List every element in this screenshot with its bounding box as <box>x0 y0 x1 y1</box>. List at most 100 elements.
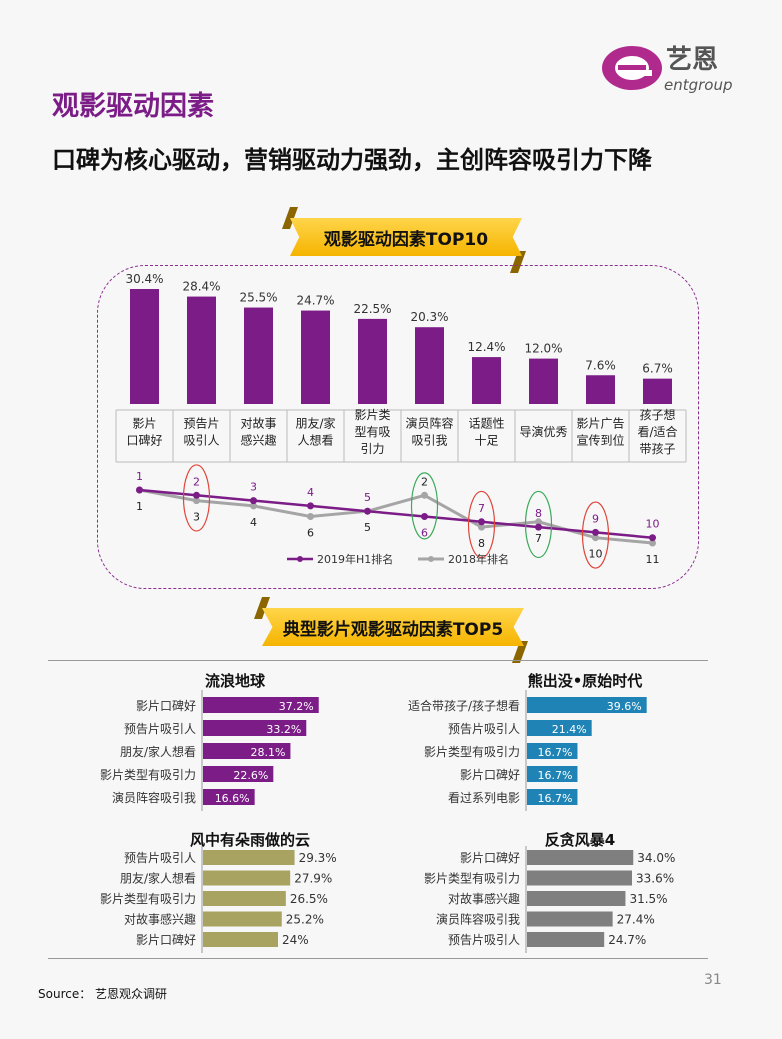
bar-value-label: 25.5% <box>239 291 277 305</box>
category-label: 感兴趣 <box>240 433 276 448</box>
rank-label-2018: 10 <box>589 548 603 561</box>
rank-label-2018: 6 <box>307 527 314 540</box>
panel-value-label: 16.7% <box>538 746 573 759</box>
panel-bar <box>527 697 647 713</box>
panel-title-wandering-earth: 流浪地球 <box>204 672 265 690</box>
point-2018 <box>478 523 485 531</box>
legend-label-2019h1: 2019年H1排名 <box>317 552 393 566</box>
panel-chart-storm4: 影片口碑好 34.0% 影片类型有吸引力 33.6% 对故事感兴趣 31.5% 演员阵容吸引… <box>424 846 675 953</box>
category-label: 型有吸 <box>354 425 390 439</box>
panel-value-label: 33.2% <box>266 723 301 736</box>
panel-title-storm4: 反贪风暴4 <box>544 831 616 849</box>
highlight-circle <box>524 490 553 559</box>
panel-value-label: 16.6% <box>215 792 250 805</box>
bar-value-label: 28.4% <box>182 280 220 294</box>
panel-category-label: 预告片吸引人 <box>448 933 520 947</box>
panel-category-label: 影片口碑好 <box>460 850 520 865</box>
bar-value-label: 12.0% <box>524 342 562 356</box>
category-label: 影片类 <box>354 408 390 422</box>
section-divider <box>48 958 708 959</box>
panel-title-cloud-in-wind: 风中有朵雨做的云 <box>189 831 310 849</box>
panel-value-label: 24% <box>282 933 309 947</box>
rank-label-2018: 7 <box>535 532 542 545</box>
category-label: 朋友/家 <box>295 416 335 431</box>
panel-bar <box>527 850 634 865</box>
panel-category-label: 演员阵容吸引我 <box>436 912 520 927</box>
panel-category-label: 预告片吸引人 <box>124 851 196 865</box>
point-2018 <box>193 497 200 505</box>
legend-marker-2018 <box>428 556 434 562</box>
rank-label-2019h1: 2 <box>193 475 200 488</box>
bar-value-label: 20.3% <box>410 310 448 324</box>
point-2019h1 <box>250 497 257 505</box>
panel-bar <box>527 932 605 947</box>
panel-bar <box>203 891 286 906</box>
rank-label-2018: 11 <box>646 553 660 566</box>
entgroup-logo: 艺恩 entgroup <box>602 45 733 94</box>
panel-category-label: 影片类型有吸引力 <box>424 745 520 759</box>
highlight-circle <box>182 464 211 532</box>
bar <box>130 289 159 404</box>
category-label: 对故事 <box>240 416 276 431</box>
rank-label-2019h1: 6 <box>421 527 428 540</box>
bar <box>415 327 444 404</box>
source-note: Source： 艺恩观众调研 <box>38 987 168 1001</box>
panel-category-label: 朋友/家人想看 <box>120 744 196 759</box>
top10-chart: 30.4% 影片口碑好 28.4% 预告片吸引人 25.5% 对故事感兴趣 24.7% 朋友/… <box>115 272 687 569</box>
point-2019h1 <box>193 491 200 499</box>
panel-value-label: 27.4% <box>617 913 655 927</box>
rank-label-2018: 1 <box>136 500 143 513</box>
point-2018 <box>592 534 599 542</box>
panel-category-label: 对故事感兴趣 <box>448 891 520 906</box>
panel-value-label: 33.6% <box>636 872 674 886</box>
series-line-2019h1 <box>139 488 653 539</box>
rank-label-2018: 2 <box>421 475 428 488</box>
panel-bar <box>203 743 291 759</box>
panel-bar <box>203 720 307 736</box>
rank-label-2018: 3 <box>193 511 200 524</box>
panel-category-label: 看过系列电影 <box>448 791 520 805</box>
panel-bar <box>527 720 592 736</box>
rank-label-2019h1: 4 <box>307 486 314 499</box>
page-subtitle: 口碑为核心驱动，营销驱动力强劲，主创阵容吸引力下降 <box>52 146 652 174</box>
point-2019h1 <box>364 507 371 515</box>
point-2018 <box>307 513 314 520</box>
legend-marker-2019h1 <box>297 556 303 562</box>
panel-bar <box>527 743 578 759</box>
bar <box>643 378 672 404</box>
category-label: 吸引我 <box>411 434 447 448</box>
highlight-circle <box>410 472 439 540</box>
category-label: 带孩子 <box>639 442 675 456</box>
bar <box>187 296 216 404</box>
panel-category-label: 演员阵容吸引我 <box>112 790 196 805</box>
panel-category-label: 对故事感兴趣 <box>124 912 196 927</box>
category-label: 十足 <box>474 434 498 448</box>
panel-category-label: 影片类型有吸引力 <box>100 892 196 906</box>
category-label: 预告片 <box>183 417 219 431</box>
panel-value-label: 31.5% <box>629 892 667 906</box>
panel-category-label: 影片口碑好 <box>460 767 520 782</box>
panel-value-label: 34.0% <box>637 851 675 865</box>
top5-banner: 典型影片观影驱动因素TOP5 <box>262 608 524 646</box>
panel-bar <box>203 789 255 805</box>
bar-value-label: 6.7% <box>642 362 673 376</box>
rank-label-2019h1: 7 <box>478 502 485 515</box>
logo-text-en: entgroup <box>664 76 733 94</box>
panel-category-label: 影片口碑好 <box>136 698 196 713</box>
point-2019h1 <box>649 534 656 542</box>
panel-value-label: 21.4% <box>552 723 587 736</box>
point-2018 <box>250 502 257 510</box>
panel-bar <box>203 932 278 947</box>
category-label: 影片 <box>132 417 156 431</box>
panel-value-label: 26.5% <box>290 892 328 906</box>
panel-value-label: 29.3% <box>299 851 337 865</box>
logo-text-cn: 艺恩 <box>666 45 718 75</box>
bar <box>358 318 387 404</box>
category-label: 孩子想 <box>639 407 675 422</box>
panel-value-label: 39.6% <box>607 700 642 713</box>
rank-label-2019h1: 3 <box>250 481 257 494</box>
panel-bar <box>527 870 632 886</box>
point-2018 <box>649 539 656 547</box>
rank-label-2019h1: 5 <box>364 491 371 504</box>
rank-label-2019h1: 8 <box>535 507 542 520</box>
